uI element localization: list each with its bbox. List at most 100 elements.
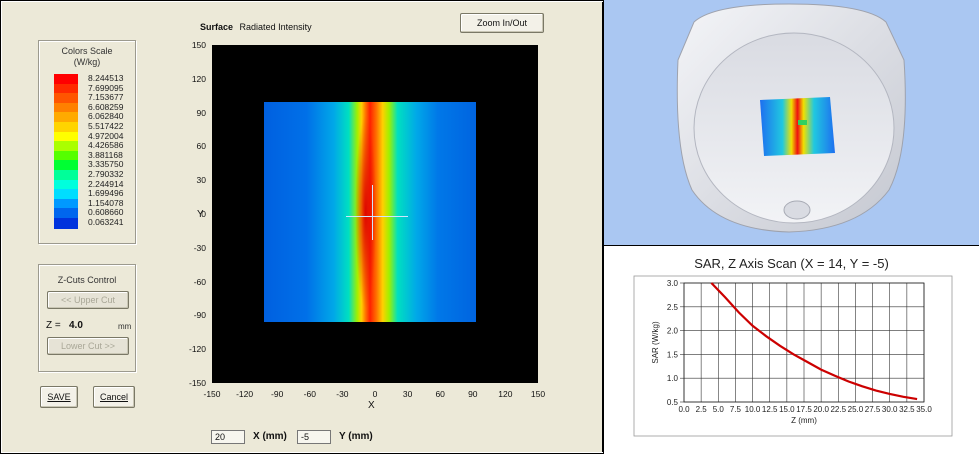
sar-x-tick-label: 7.5 <box>730 405 742 414</box>
y-tick-label: -90 <box>193 310 206 321</box>
color-scale-value: 2.790332 <box>88 169 124 179</box>
sar-x-tick-label: 20.0 <box>813 405 829 414</box>
z-label: Z = <box>46 320 61 331</box>
x-tick-label: 150 <box>530 389 546 399</box>
color-scale-value: 6.608259 <box>88 101 124 112</box>
color-scale-swatch <box>54 83 78 95</box>
sar-x-tick-label: 10.0 <box>745 405 761 414</box>
x-axis-letter: X <box>368 400 375 411</box>
color-scale-swatch <box>54 198 78 210</box>
y-coordinate-field[interactable]: -5 <box>297 430 331 444</box>
crosshair-horizontal <box>346 216 408 217</box>
x-tick-label: -60 <box>303 389 316 399</box>
color-scale-value: 0.608660 <box>88 207 124 218</box>
phantom-3d-view[interactable] <box>604 0 979 245</box>
x-tick-label: 120 <box>498 389 513 399</box>
y-coordinate-label: Y (mm) <box>339 431 373 442</box>
y-tick-label: 60 <box>196 141 206 152</box>
y-tick-label: -30 <box>193 242 206 253</box>
color-scale-value: 6.062840 <box>88 111 124 122</box>
sar-x-tick-label: 15.0 <box>779 405 795 414</box>
y-tick-label: 0 <box>201 209 206 219</box>
color-scale-swatch <box>54 122 78 133</box>
color-scale-swatch <box>54 218 78 229</box>
color-scale-swatch <box>54 112 78 124</box>
z-value: 4.0 <box>69 320 83 331</box>
x-coordinate-field[interactable]: 20 <box>211 430 245 444</box>
color-scale-value: 2.244914 <box>88 178 124 189</box>
zcuts-control-box: Z-Cuts Control <box>38 264 136 372</box>
color-scale-value: 8.244513 <box>88 73 124 83</box>
colors-scale-title: Colors Scale <box>61 46 113 56</box>
lower-cut-button[interactable]: Lower Cut >> <box>47 337 129 355</box>
colors-scale-box: Colors Scale (W/kg) 8.244513 7.699095 7.15… <box>38 40 136 244</box>
z-unit: mm <box>118 322 132 331</box>
y-tick-label: 150 <box>191 40 206 50</box>
color-scale-value: 7.153677 <box>88 92 124 103</box>
color-scale-value: 5.517422 <box>88 121 124 131</box>
sar-chart: 0.0 2.5 5.0 7.5 10.0 12.5 15.0 17.5 20.0 22.5 25.0… <box>633 275 953 437</box>
crosshair-vertical <box>372 185 373 240</box>
save-button[interactable]: SAVE <box>40 386 78 408</box>
sar-x-axis-label: Z (mm) <box>791 416 817 425</box>
x-tick-label: 90 <box>468 389 478 399</box>
y-tick-label: -150 <box>188 378 206 388</box>
x-tick-label: 0 <box>372 389 378 399</box>
color-scale-swatch <box>54 93 78 105</box>
sar-heatmap <box>264 102 476 322</box>
color-scale-value: 3.335750 <box>88 159 124 170</box>
colors-scale-unit: (W/kg) <box>73 57 101 67</box>
y-tick-label: 120 <box>191 73 206 84</box>
x-tick-label: -150 <box>203 389 221 399</box>
y-tick-label: -60 <box>193 276 206 287</box>
x-tick-label: 60 <box>435 389 445 399</box>
color-scale-value: 0.063241 <box>88 217 124 227</box>
vertical-divider <box>603 0 604 454</box>
color-scale-value: 4.972004 <box>88 130 124 141</box>
color-scale-value: 1.699496 <box>88 188 124 199</box>
sar-x-tick-label: 2.5 <box>696 405 708 414</box>
color-scale-swatch <box>54 189 78 201</box>
zoom-button[interactable]: Zoom In/Out <box>460 13 544 33</box>
sar-y-tick-label: 1.0 <box>667 374 679 383</box>
color-scale-value: 3.881168 <box>88 149 123 160</box>
cancel-button[interactable]: Cancel <box>93 386 135 408</box>
color-scale-swatch <box>54 141 78 153</box>
upper-cut-button[interactable]: << Upper Cut <box>47 291 129 309</box>
sar-y-tick-label: 1.5 <box>667 350 679 359</box>
color-scale-swatch <box>54 74 78 85</box>
y-tick-label: 90 <box>196 107 206 118</box>
sar-y-tick-label: 3.0 <box>667 279 679 288</box>
sar-x-tick-label: 30.0 <box>882 405 898 414</box>
y-tick-label: -120 <box>188 344 206 355</box>
sar-x-tick-label: 22.5 <box>830 405 846 414</box>
sar-x-tick-label: 0.0 <box>678 405 690 414</box>
x-tick-label: -90 <box>271 389 284 399</box>
x-tick-label: -120 <box>236 389 254 399</box>
sar-x-tick-label: 32.5 <box>899 405 915 414</box>
sar-x-tick-label: 17.5 <box>796 405 812 414</box>
sar-x-tick-label: 12.5 <box>762 405 778 414</box>
zcuts-title: Z-Cuts Control <box>57 275 117 285</box>
color-scale-swatch <box>54 131 78 143</box>
plot-header-bold: Surface <box>200 22 234 32</box>
color-scale-swatch <box>54 160 78 172</box>
color-scale-value: 4.426586 <box>88 140 124 151</box>
sar-y-tick-label: 0.5 <box>667 398 679 407</box>
color-scale-swatch <box>54 150 78 162</box>
sar-series-line <box>710 282 918 401</box>
color-scale-swatch <box>54 102 78 114</box>
plot-header-text: Radiated Intensity <box>239 22 312 32</box>
color-scale-swatch <box>54 170 78 181</box>
y-tick-label: 30 <box>196 175 206 186</box>
sar-plot-area <box>683 282 925 403</box>
sar-x-tick-label: 35.0 <box>916 405 932 414</box>
color-scale-swatch <box>54 179 78 191</box>
plot-header: Surface Radiated Intensity <box>200 22 312 32</box>
sar-x-tick-label: 27.5 <box>865 405 881 414</box>
sar-y-axis-label: SAR (W/kg) <box>651 321 660 364</box>
color-scale-value: 1.154078 <box>88 197 124 208</box>
x-tick-label: -30 <box>336 389 349 399</box>
sar-chart-title: SAR, Z Axis Scan (X = 14, Y = -5) <box>694 256 889 271</box>
sar-z-scan-panel: SAR, Z Axis Scan (X = 14, Y = -5) 0.0 2.5… <box>604 246 979 454</box>
